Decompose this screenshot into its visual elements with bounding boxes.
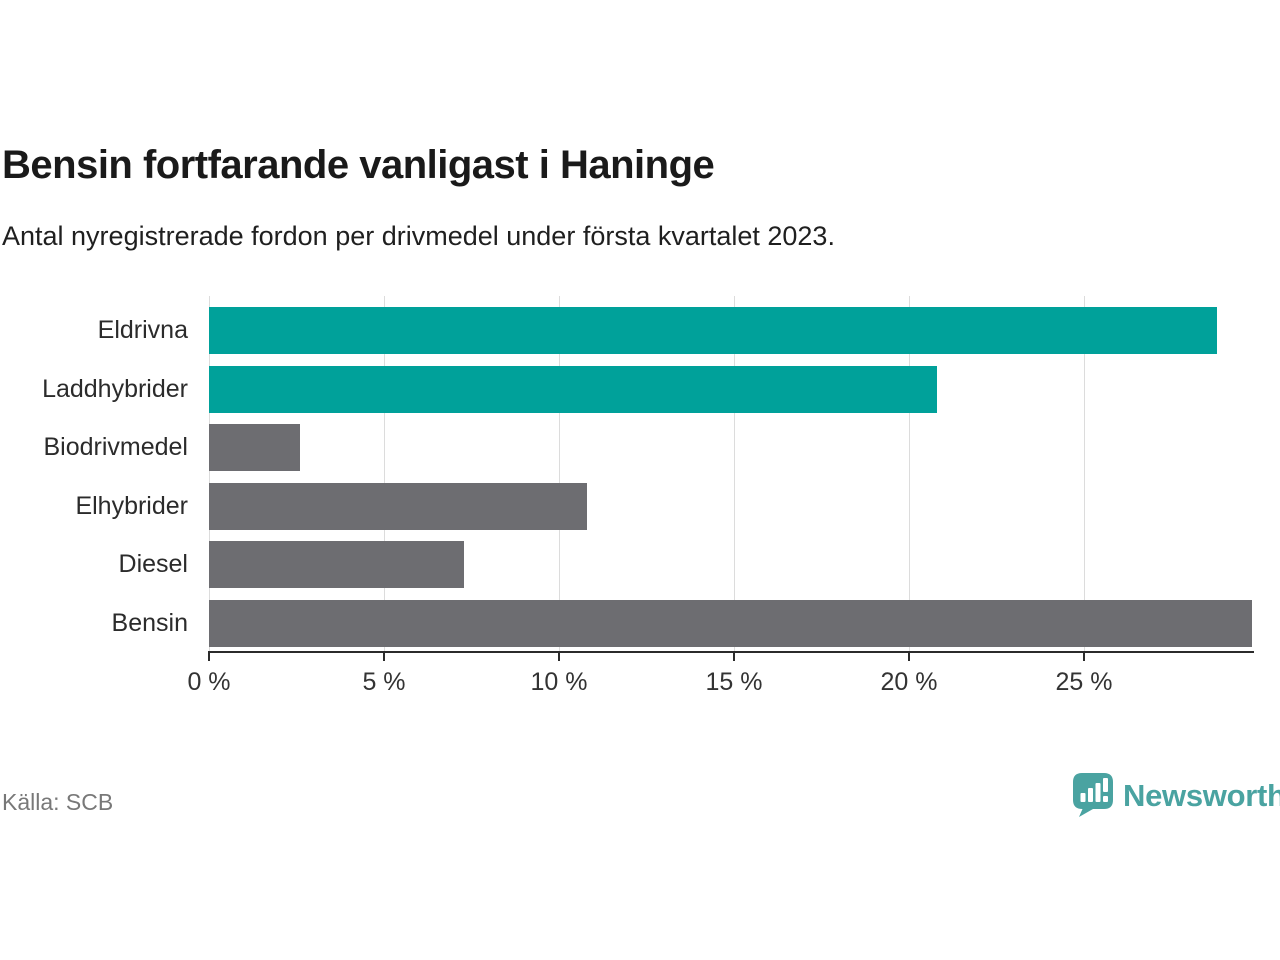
gridline — [559, 296, 560, 652]
tick-mark — [733, 653, 735, 661]
tick-label: 15 % — [705, 668, 763, 696]
category-axis: Eldrivna Laddhybrider Biodrivmedel Elhybrid… — [0, 296, 188, 652]
bar — [209, 424, 300, 471]
category-label: Biodrivmedel — [43, 433, 188, 461]
bar — [209, 541, 464, 588]
gridline — [734, 296, 735, 652]
tick-label: 0 % — [187, 668, 231, 696]
category-label: Eldrivna — [97, 316, 188, 344]
tick-label: 5 % — [362, 668, 406, 696]
tick-mark — [558, 653, 560, 661]
chart-subtitle: Antal nyregistrerade fordon per drivmede… — [2, 221, 835, 251]
tick-label: 10 % — [530, 668, 588, 696]
tick-mark — [208, 653, 210, 661]
chart-title: Bensin fortfarande vanligast i Haninge — [2, 143, 715, 187]
category-label: Bensin — [111, 608, 188, 637]
plot-area — [209, 296, 1252, 652]
bar — [209, 599, 1252, 647]
tick-label: 20 % — [880, 668, 938, 696]
newsworthy-logo-text: Newsworthy — [1123, 778, 1280, 813]
bar — [209, 307, 1217, 354]
gridline — [209, 296, 210, 652]
bar — [209, 482, 587, 530]
tick-mark — [1083, 653, 1085, 661]
newsworthy-logo-icon — [1073, 773, 1113, 817]
gridline — [909, 296, 910, 652]
gridline — [384, 296, 385, 652]
bar — [209, 365, 937, 413]
tick-label: 25 % — [1055, 668, 1113, 696]
newsworthy-logo: Newsworthy — [1072, 772, 1280, 818]
source-note: Källa: SCB — [2, 789, 114, 815]
category-label: Elhybrider — [75, 491, 188, 520]
tick-mark — [383, 653, 385, 661]
x-axis-line — [208, 651, 1254, 653]
category-label: Laddhybrider — [42, 374, 188, 403]
category-label: Diesel — [118, 550, 188, 578]
tick-mark — [908, 653, 910, 661]
gridline — [1084, 296, 1085, 652]
